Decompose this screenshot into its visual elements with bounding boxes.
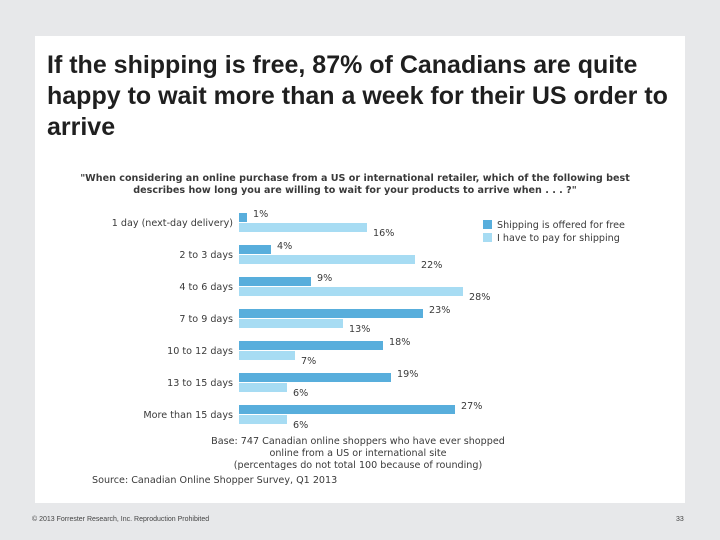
- data-label: 23%: [429, 305, 450, 316]
- bar-free-shipping: [239, 341, 383, 350]
- data-label: 6%: [293, 420, 308, 431]
- chart-title: "When considering an online purchase fro…: [80, 173, 630, 196]
- source-note: Source: Canadian Online Shopper Survey, …: [92, 475, 337, 486]
- data-label: 27%: [461, 401, 482, 412]
- category-label: More than 15 days: [143, 410, 233, 421]
- page-number: 33: [676, 516, 684, 523]
- base-note-line: Base: 747 Canadian online shoppers who h…: [211, 436, 505, 447]
- category-label: 2 to 3 days: [179, 250, 233, 261]
- chart-notes: Base: 747 Canadian online shoppers who h…: [92, 436, 505, 486]
- data-label: 13%: [349, 324, 370, 335]
- value-labels: 1% 16% 4% 22% 9% 28% 23% 13% 18% 7% 19% 6% 27% 6%: [253, 209, 490, 431]
- bar-paid-shipping: [239, 319, 343, 328]
- copyright-text: © 2013 Forrester Research, Inc. Reproduc…: [32, 516, 210, 523]
- category-label: 7 to 9 days: [179, 314, 233, 325]
- category-labels: 1 day (next-day delivery) 2 to 3 days 4 to…: [112, 218, 233, 421]
- legend-label: I have to pay for shipping: [497, 233, 620, 244]
- data-label: 9%: [317, 273, 332, 284]
- data-label: 19%: [397, 369, 418, 380]
- data-label: 1%: [253, 209, 268, 220]
- legend-swatch: [483, 233, 492, 242]
- data-label: 22%: [421, 260, 442, 271]
- data-label: 6%: [293, 388, 308, 399]
- data-label: 16%: [373, 228, 394, 239]
- legend: Shipping is offered for free I have to pa…: [483, 220, 625, 244]
- bar-paid-shipping: [239, 351, 295, 360]
- bar-paid-shipping: [239, 255, 415, 264]
- data-label: 18%: [389, 337, 410, 348]
- bar-paid-shipping: [239, 287, 463, 296]
- chart-title-line: describes how long you are willing to wa…: [133, 185, 576, 196]
- bar-free-shipping: [239, 277, 311, 286]
- category-label: 10 to 12 days: [167, 346, 233, 357]
- category-label: 4 to 6 days: [179, 282, 233, 293]
- data-label: 7%: [301, 356, 316, 367]
- bar-free-shipping: [239, 373, 391, 382]
- bar-free-shipping: [239, 405, 455, 414]
- bar-paid-shipping: [239, 223, 367, 232]
- bar-free-shipping: [239, 213, 247, 222]
- slide-panel: If the shipping is free, 87% of Canadian…: [35, 36, 685, 503]
- data-label: 4%: [277, 241, 292, 252]
- category-label: 13 to 15 days: [167, 378, 233, 389]
- chart-title-line: "When considering an online purchase fro…: [80, 173, 630, 184]
- category-label: 1 day (next-day delivery): [112, 218, 233, 229]
- legend-swatch: [483, 220, 492, 229]
- data-label: 28%: [469, 292, 490, 303]
- slide-title: If the shipping is free, 87% of Canadian…: [47, 51, 668, 141]
- base-note-line: online from a US or international site: [269, 448, 446, 459]
- base-note-line: (percentages do not total 100 because of…: [234, 460, 482, 471]
- bar-free-shipping: [239, 309, 423, 318]
- bar-paid-shipping: [239, 415, 287, 424]
- bar-paid-shipping: [239, 383, 287, 392]
- bar-free-shipping: [239, 245, 271, 254]
- bars: [239, 213, 463, 424]
- legend-label: Shipping is offered for free: [497, 220, 625, 231]
